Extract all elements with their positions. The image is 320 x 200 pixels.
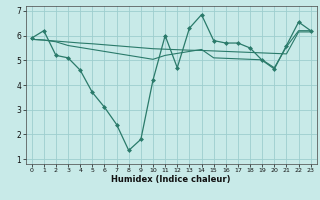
X-axis label: Humidex (Indice chaleur): Humidex (Indice chaleur) [111, 175, 231, 184]
